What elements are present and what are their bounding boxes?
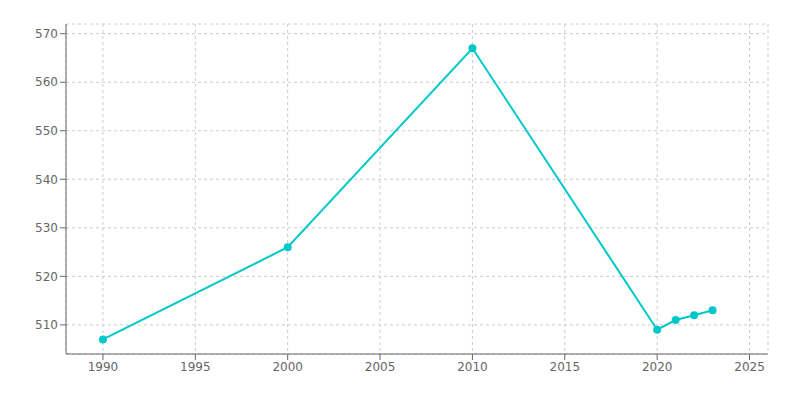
svg-text:1995: 1995 [180, 360, 211, 374]
svg-text:2005: 2005 [365, 360, 396, 374]
svg-text:1990: 1990 [88, 360, 119, 374]
svg-text:2025: 2025 [734, 360, 765, 374]
svg-text:570: 570 [35, 27, 58, 41]
svg-text:2020: 2020 [642, 360, 673, 374]
svg-text:550: 550 [35, 124, 58, 138]
svg-text:560: 560 [35, 75, 58, 89]
svg-text:2000: 2000 [272, 360, 303, 374]
svg-text:520: 520 [35, 270, 58, 284]
svg-text:510: 510 [35, 318, 58, 332]
svg-text:2015: 2015 [550, 360, 581, 374]
svg-text:540: 540 [35, 173, 58, 187]
svg-text:530: 530 [35, 221, 58, 235]
svg-text:2010: 2010 [457, 360, 488, 374]
